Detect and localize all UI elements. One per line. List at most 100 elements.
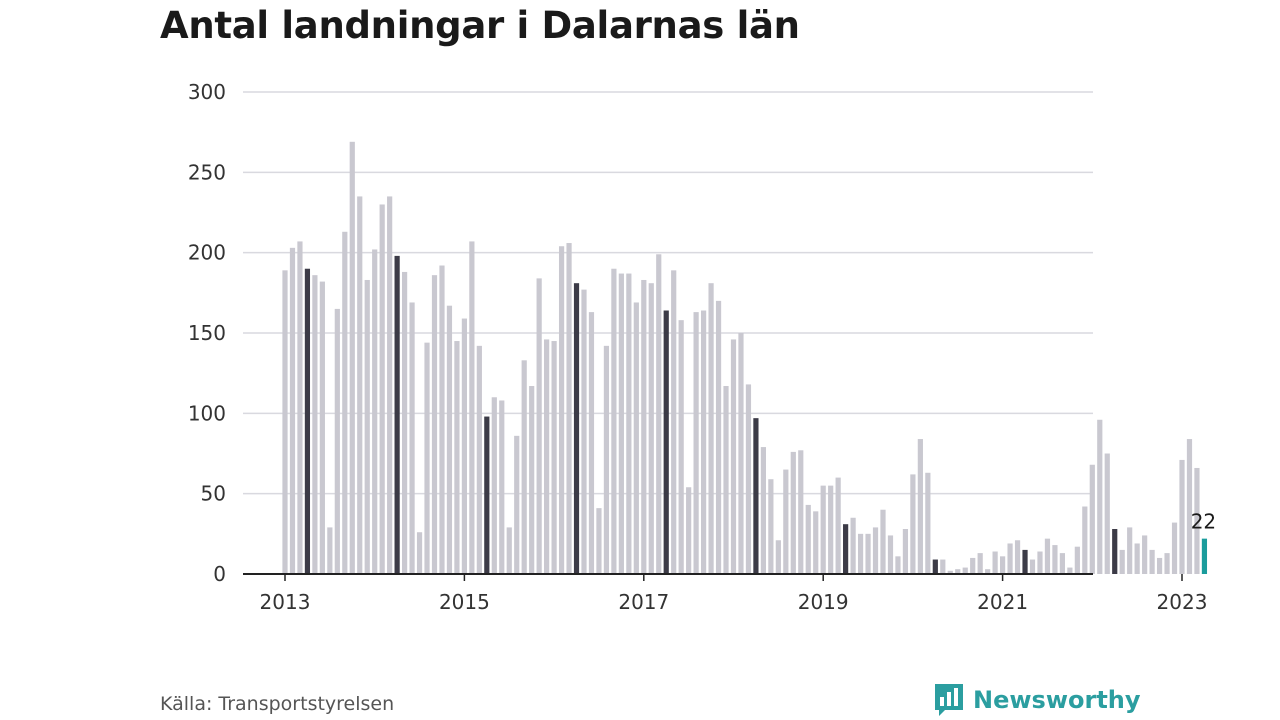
bar [663, 310, 669, 574]
bar [872, 527, 879, 574]
bar [686, 487, 692, 574]
bar [715, 300, 722, 574]
bar [730, 339, 737, 574]
bar [416, 532, 423, 574]
bar [857, 533, 864, 574]
bar [424, 342, 430, 574]
bar [506, 527, 512, 574]
bar [1007, 543, 1013, 574]
bar [1014, 540, 1021, 574]
bar [708, 283, 714, 574]
bar [1179, 459, 1185, 574]
bar [760, 447, 766, 574]
bar [805, 504, 811, 574]
bar [955, 569, 961, 574]
bar [1119, 549, 1125, 574]
brand-logo[interactable]: Newsworthy [933, 682, 1141, 718]
bar [641, 279, 647, 574]
bar [940, 559, 946, 574]
bar [902, 529, 909, 574]
bar [334, 308, 340, 574]
bar [1074, 546, 1080, 574]
bar [566, 243, 572, 574]
bar [1156, 557, 1163, 574]
bar [536, 278, 542, 574]
bar [1082, 506, 1088, 574]
bar [671, 270, 677, 574]
bar [446, 305, 453, 574]
bar [962, 567, 968, 574]
bar [319, 281, 325, 574]
bar [454, 341, 460, 574]
bar [678, 320, 684, 574]
bar [656, 254, 662, 574]
bar [738, 333, 744, 574]
y-axis-ticks: 0 50 100 150 200 250 300 [188, 80, 226, 586]
bar [289, 247, 296, 574]
bar [1171, 522, 1178, 574]
bar [1037, 551, 1043, 574]
bar [648, 283, 654, 574]
bar [484, 416, 490, 574]
bar [514, 435, 520, 574]
bar [1029, 559, 1036, 574]
bar [611, 268, 617, 574]
bar [1104, 453, 1110, 574]
last-value-label: 22 [1191, 510, 1216, 534]
bar [409, 302, 415, 574]
bar [783, 469, 789, 574]
bar [431, 275, 438, 574]
newsworthy-logo-icon [935, 684, 963, 716]
bar [551, 341, 557, 574]
bar [917, 439, 923, 574]
bar [820, 485, 826, 574]
y-tick-label: 50 [201, 482, 226, 506]
bar [529, 386, 535, 574]
bar [1067, 567, 1073, 574]
bar [850, 517, 856, 574]
bar [1112, 529, 1118, 574]
bar [843, 524, 849, 574]
bar [521, 360, 527, 574]
bar [798, 450, 804, 574]
bar [342, 231, 348, 574]
bar [491, 397, 497, 574]
bar [768, 479, 774, 574]
bar [925, 472, 931, 574]
bar [1201, 538, 1208, 574]
bar [588, 312, 595, 574]
x-tick-label: 2017 [618, 590, 669, 614]
bar [1186, 439, 1193, 574]
bar [693, 312, 699, 574]
bar [461, 318, 467, 574]
bar [282, 270, 288, 574]
bar [1149, 549, 1155, 574]
bar [439, 265, 445, 574]
bar [297, 241, 303, 575]
bar [618, 273, 624, 574]
data-labels: 22 [1191, 510, 1216, 534]
bar [603, 345, 610, 574]
x-tick-label: 2023 [1157, 590, 1208, 614]
bar [1142, 535, 1148, 574]
x-tick-label: 2015 [439, 590, 490, 614]
bar [701, 310, 707, 574]
bar [626, 273, 632, 574]
y-tick-label: 100 [188, 401, 226, 425]
x-tick-label: 2013 [260, 590, 311, 614]
bar [865, 533, 871, 574]
bar [813, 511, 819, 574]
bar [895, 556, 901, 574]
y-tick-label: 150 [188, 321, 226, 345]
bar [394, 255, 400, 574]
bar [1022, 549, 1028, 574]
bar [349, 141, 355, 574]
bar [1044, 538, 1051, 574]
bar [544, 339, 550, 574]
bar [992, 551, 998, 574]
bar [910, 474, 916, 574]
bar [828, 485, 834, 574]
y-tick-label: 300 [188, 80, 226, 104]
bar [633, 302, 639, 574]
